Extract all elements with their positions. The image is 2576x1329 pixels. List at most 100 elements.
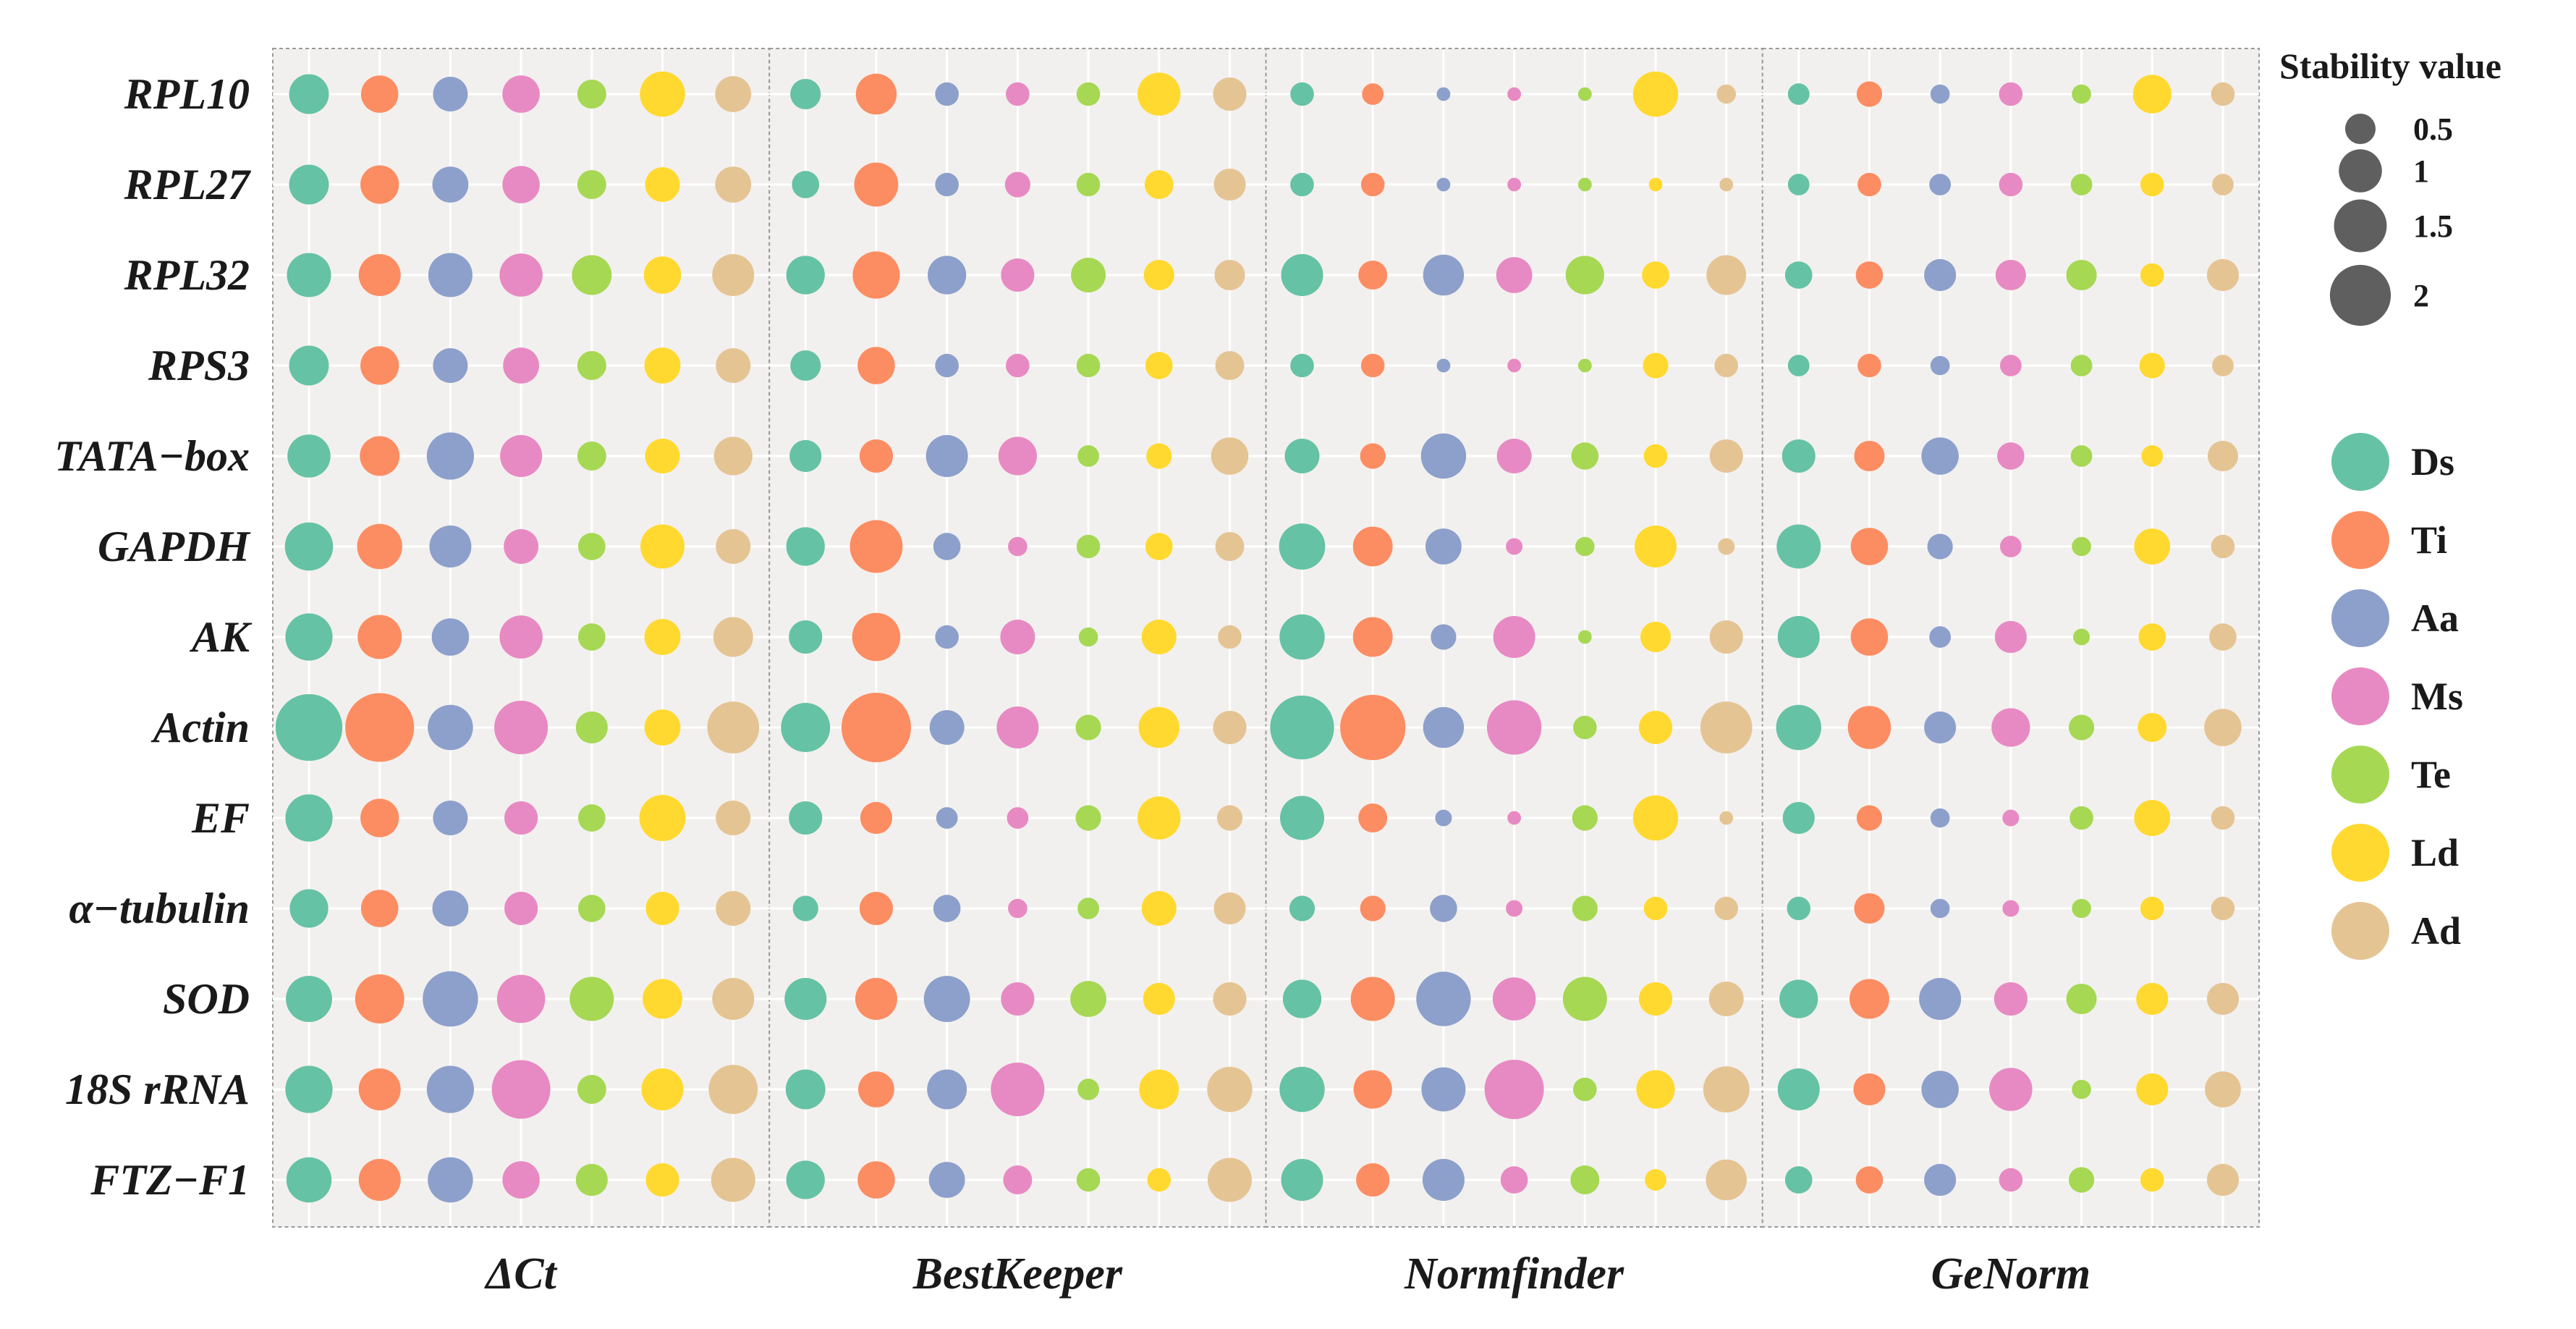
bubble-normfinder-rpl32-te xyxy=(1565,256,1604,295)
bubble-normfinder-rpl32-ad xyxy=(1706,255,1747,295)
bubble-normfinder-rpl27-aa xyxy=(1436,177,1451,192)
bubble-bestkeeper-actin-ms xyxy=(996,706,1039,749)
bubble-bestkeeper-tubulin-ms xyxy=(1008,898,1028,919)
bubble-normfinder-rps3-aa xyxy=(1436,358,1451,373)
bubble-ct-18s-rrna-ld xyxy=(641,1068,684,1111)
data-bubbles xyxy=(275,71,2242,1203)
bubble-bestkeeper-rpl32-ti xyxy=(852,251,900,299)
bubble-bestkeeper-ftz-f1-ld xyxy=(1147,1168,1172,1192)
bubble-bestkeeper-ak-ds xyxy=(789,620,823,654)
bubble-ct-rpl10-ad xyxy=(715,76,752,112)
bubble-normfinder-tata-box-ms xyxy=(1496,439,1532,473)
bubble-genorm-sod-ti xyxy=(1850,979,1889,1019)
method-label-bestkeeper: BestKeeper xyxy=(912,1249,1123,1299)
bubble-bestkeeper-rpl10-te xyxy=(1076,82,1101,106)
bubble-normfinder-tata-box-ti xyxy=(1360,443,1386,469)
bubble-normfinder-tata-box-ad xyxy=(1709,439,1743,473)
bubble-normfinder-rpl27-ds xyxy=(1290,172,1314,197)
bubble-normfinder-rpl10-ad xyxy=(1716,84,1737,104)
bubble-genorm-ak-ds xyxy=(1777,615,1820,659)
bubble-ct-rpl27-ms xyxy=(502,166,540,203)
bubble-bestkeeper-18s-rrna-ad xyxy=(1207,1066,1253,1113)
bubble-normfinder-rpl32-ds xyxy=(1281,253,1323,297)
bubble-normfinder-rpl10-ms xyxy=(1507,87,1522,101)
species-legend-swatch-ti xyxy=(2331,511,2389,569)
bubble-genorm-tata-box-aa xyxy=(1921,437,1959,475)
bubble-normfinder-actin-ld xyxy=(1638,710,1673,745)
bubble-ct-ef-ld xyxy=(639,795,686,841)
bubble-ct-ftz-f1-ti xyxy=(358,1158,401,1202)
bubble-genorm-rpl10-ms xyxy=(1999,82,2023,106)
bubble-normfinder-rpl27-ad xyxy=(1719,177,1734,192)
bubble-ct-actin-ms xyxy=(494,700,548,755)
bubble-ct-ef-ds xyxy=(285,794,333,842)
gene-label-rps3: RPS3 xyxy=(148,342,250,389)
bubble-normfinder-ftz-f1-ti xyxy=(1356,1163,1390,1197)
bubble-genorm-ak-ld xyxy=(2138,623,2166,651)
bubble-ct-rpl32-ad xyxy=(712,253,755,297)
bubble-normfinder-rps3-ms xyxy=(1507,358,1522,373)
bubble-genorm-rpl27-ad xyxy=(2212,174,2234,195)
bubble-normfinder-rps3-ds xyxy=(1290,353,1314,378)
bubble-bestkeeper-ak-ti xyxy=(852,612,901,662)
bubble-bestkeeper-ef-ad xyxy=(1216,805,1243,831)
bubble-normfinder-sod-te xyxy=(1562,976,1607,1021)
bubble-ct-rpl10-ms xyxy=(502,75,540,113)
bubble-genorm-gapdh-ti xyxy=(1850,528,1889,565)
bubble-bestkeeper-rpl10-ti xyxy=(855,73,897,115)
bubble-ct-rpl27-te xyxy=(577,170,606,199)
bubble-bestkeeper-rpl32-te xyxy=(1071,258,1106,292)
bubble-normfinder-ef-ld xyxy=(1632,795,1679,841)
bubble-bestkeeper-sod-ms xyxy=(1001,982,1035,1016)
bubble-bestkeeper-sod-ti xyxy=(855,977,897,1021)
bubble-ct-ftz-f1-aa xyxy=(428,1157,473,1203)
bubble-normfinder-ak-ld xyxy=(1640,621,1672,653)
bubble-ct-tata-box-ad xyxy=(713,436,753,476)
bubble-bestkeeper-rpl27-te xyxy=(1076,172,1101,197)
bubble-bestkeeper-ak-aa xyxy=(935,625,959,649)
bubble-ct-gapdh-ds xyxy=(284,522,334,571)
bubble-normfinder-tata-box-ld xyxy=(1643,444,1668,468)
bubble-ct-rps3-ms xyxy=(503,347,540,384)
bubble-normfinder-ak-ms xyxy=(1493,615,1535,659)
method-axis-labels: ΔCt BestKeeper Normfinder GeNorm xyxy=(483,1249,2090,1299)
bubble-normfinder-ef-ti xyxy=(1358,803,1388,832)
bubble-bestkeeper-rpl27-ad xyxy=(1213,168,1246,201)
bubble-genorm-tubulin-ad xyxy=(2211,896,2235,921)
bubble-ct-ak-ad xyxy=(713,617,753,657)
gene-label-ftz-f1: FTZ−F1 xyxy=(90,1156,250,1204)
bubble-normfinder-tubulin-ti xyxy=(1360,895,1386,921)
size-legend-label-0-5: 0.5 xyxy=(2413,111,2453,147)
bubble-genorm-18s-rrna-ms xyxy=(1989,1068,2033,1111)
bubble-genorm-gapdh-ld xyxy=(2134,528,2171,565)
bubble-bestkeeper-rpl27-ds xyxy=(792,171,820,198)
bubble-normfinder-tata-box-ds xyxy=(1284,439,1320,473)
bubble-normfinder-sod-ds xyxy=(1282,979,1322,1018)
bubble-genorm-tubulin-ms xyxy=(2002,900,2020,917)
bubble-bestkeeper-tubulin-te xyxy=(1077,898,1099,919)
bubble-normfinder-18s-rrna-aa xyxy=(1421,1067,1466,1112)
bubble-bestkeeper-rpl32-ms xyxy=(1001,258,1035,292)
bubble-ct-rps3-ld xyxy=(644,347,681,384)
bubble-ct-sod-ms xyxy=(496,974,546,1024)
bubble-normfinder-rpl10-aa xyxy=(1436,87,1451,101)
size-legend: Stability value 0.5 1 1.5 2 xyxy=(2279,46,2501,326)
bubble-genorm-tubulin-ld xyxy=(2140,896,2164,921)
bubble-normfinder-18s-rrna-ds xyxy=(1279,1066,1325,1113)
gene-label-ak: AK xyxy=(189,613,253,661)
bubble-genorm-actin-te xyxy=(2068,714,2095,741)
bubble-ct-rpl10-ti xyxy=(360,75,399,113)
gene-label-ef: EF xyxy=(191,794,250,842)
bubble-normfinder-actin-ds xyxy=(1270,695,1334,760)
bubble-genorm-ftz-f1-ld xyxy=(2140,1168,2164,1192)
bubble-bestkeeper-tata-box-ms xyxy=(998,436,1038,476)
bubble-genorm-tubulin-te xyxy=(2072,898,2091,919)
bubble-ct-rpl10-te xyxy=(577,80,606,109)
bubble-bestkeeper-actin-ti xyxy=(841,693,911,762)
bubble-normfinder-rpl10-ds xyxy=(1290,82,1314,106)
bubble-ct-ef-ti xyxy=(360,798,399,838)
bubble-bestkeeper-tubulin-ti xyxy=(859,891,894,926)
bubble-bestkeeper-gapdh-ad xyxy=(1215,532,1245,561)
bubble-normfinder-rps3-te xyxy=(1577,358,1592,373)
